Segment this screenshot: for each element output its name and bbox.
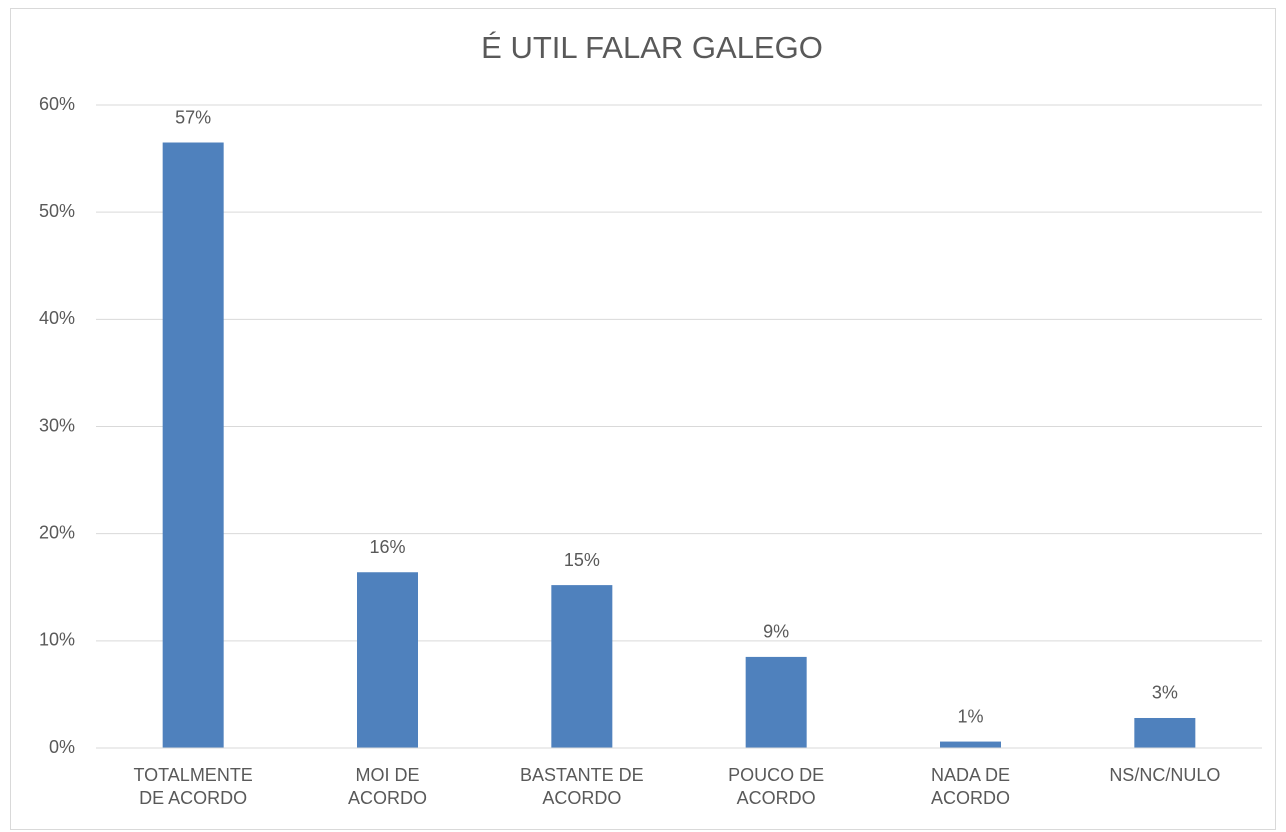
data-label: 57% xyxy=(175,107,211,127)
chart-title: É UTIL FALAR GALEGO xyxy=(481,30,823,65)
y-tick-label: 30% xyxy=(39,415,75,435)
y-tick-label: 0% xyxy=(49,737,75,757)
x-tick-label: TOTALMENTE DE ACORDO xyxy=(133,765,253,808)
bar xyxy=(162,142,224,749)
y-tick-label: 20% xyxy=(39,522,75,542)
x-tick-label: POUCO DE ACORDO xyxy=(728,765,825,808)
bar xyxy=(745,656,807,748)
x-tick-label: NADA DE ACORDO xyxy=(930,765,1011,808)
y-tick-label: 50% xyxy=(39,201,75,221)
bar xyxy=(1134,717,1196,748)
data-label: 3% xyxy=(1152,683,1178,703)
bar xyxy=(357,572,418,748)
y-tick-label: 10% xyxy=(39,630,75,650)
x-tick-label: MOI DE ACORDO xyxy=(347,765,427,808)
bar xyxy=(940,741,1001,748)
data-label: 9% xyxy=(763,622,789,642)
x-tick-label: NS/NC/NULO xyxy=(1109,765,1221,785)
data-label: 1% xyxy=(957,706,983,726)
data-label: 16% xyxy=(369,537,405,557)
x-tick-label: BASTANTE DE ACORDO xyxy=(519,765,644,808)
y-tick-label: 60% xyxy=(39,94,75,114)
bar xyxy=(551,585,613,748)
y-tick-label: 40% xyxy=(39,308,75,328)
data-label: 15% xyxy=(564,550,600,570)
